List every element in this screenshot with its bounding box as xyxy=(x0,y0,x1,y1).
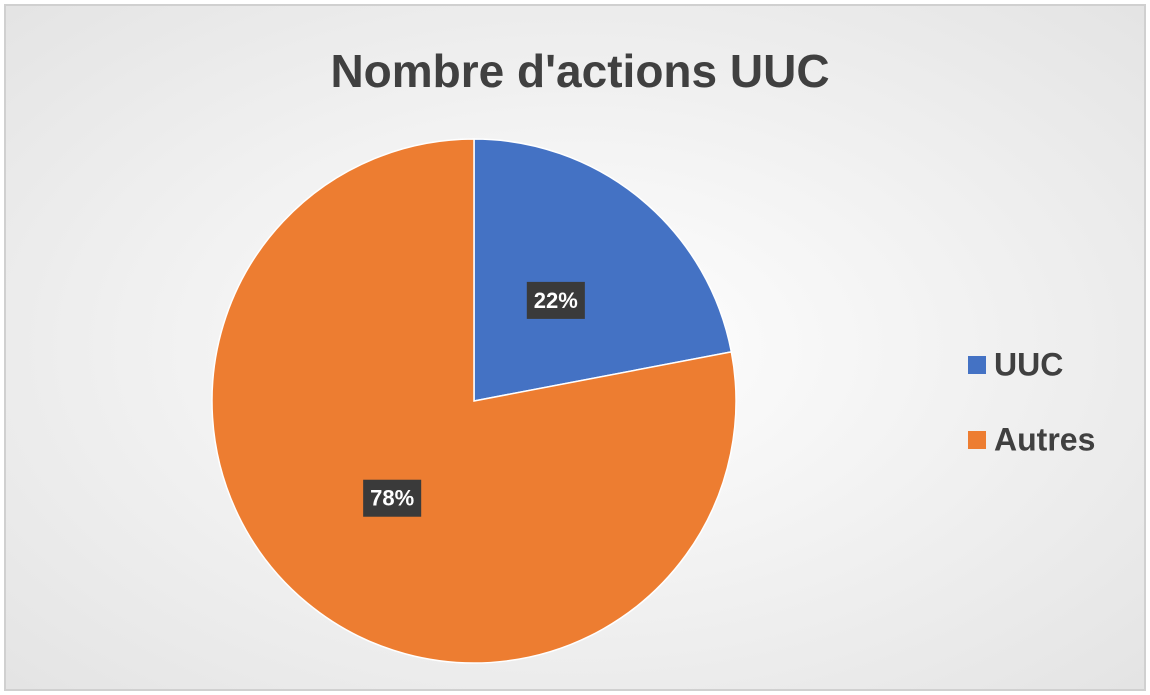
pie: 22% 78% xyxy=(211,138,737,664)
legend-label: UUC xyxy=(994,346,1063,382)
pie-slice xyxy=(211,138,737,664)
data-label: 78% xyxy=(370,486,414,511)
legend-swatch xyxy=(968,356,986,374)
data-label: 22% xyxy=(534,288,578,313)
legend-label: Autres xyxy=(994,421,1095,457)
legend: UUC Autres xyxy=(968,346,1095,457)
legend-swatch xyxy=(968,431,986,449)
data-label-box xyxy=(363,479,422,517)
pie-slice xyxy=(473,138,733,402)
data-label-box xyxy=(526,281,585,319)
chart-title: Nombre d'actions UUC xyxy=(330,45,829,97)
